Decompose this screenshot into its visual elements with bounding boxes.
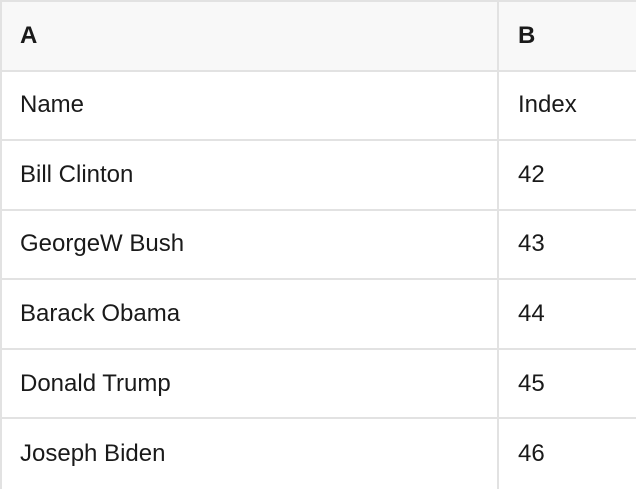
table-row: GeorgeW Bush 43 xyxy=(2,210,636,281)
table-row: Donald Trump 45 xyxy=(2,349,636,420)
column-header-a[interactable]: A xyxy=(2,2,499,70)
table-row: Name Index xyxy=(2,71,636,142)
cell-a5[interactable]: Donald Trump xyxy=(2,349,499,418)
cell-b2[interactable]: 42 xyxy=(518,160,545,188)
cell-b3[interactable]: 43 xyxy=(518,230,545,258)
cell-a3[interactable]: GeorgeW Bush xyxy=(2,210,499,279)
cell-b5[interactable]: 45 xyxy=(518,369,545,397)
table-header-row: A B xyxy=(2,2,636,72)
table-row: Joseph Biden 46 xyxy=(2,419,636,489)
column-header-b[interactable]: B xyxy=(499,2,636,70)
cell-a2[interactable]: Bill Clinton xyxy=(2,141,499,209)
table-row: Barack Obama 44 xyxy=(2,280,636,350)
cell-a6[interactable]: Joseph Biden xyxy=(2,419,499,489)
cell-b6[interactable]: 46 xyxy=(518,440,545,468)
cell-a4[interactable]: Barack Obama xyxy=(2,280,499,348)
table-row: Bill Clinton 42 xyxy=(2,141,636,211)
cell-a1-name[interactable]: Name xyxy=(2,71,499,140)
cell-b4[interactable]: 44 xyxy=(518,300,545,328)
cell-b1-index[interactable]: Index xyxy=(518,91,577,119)
